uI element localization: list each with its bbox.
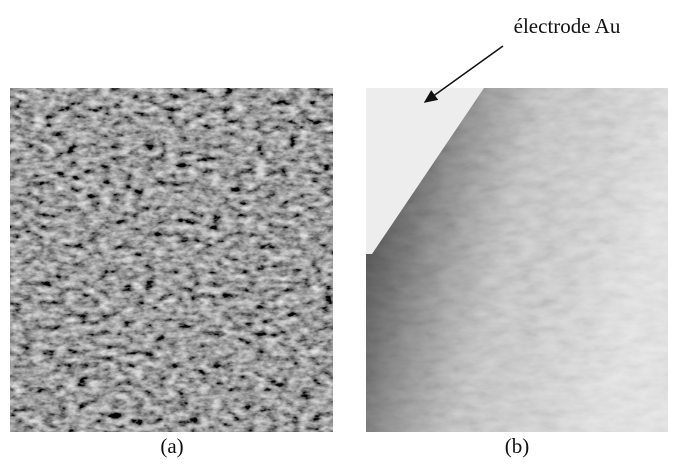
panel-label: (a) (160, 434, 183, 458)
arrow (423, 45, 504, 103)
annotation: électrode Au (514, 14, 621, 38)
panel-a-image (10, 88, 333, 432)
panel-label: (b) (505, 434, 530, 458)
electrode-region (366, 88, 484, 254)
panel-b-image (366, 88, 668, 432)
